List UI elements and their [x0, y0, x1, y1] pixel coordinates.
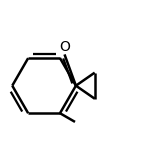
Text: O: O — [59, 40, 70, 54]
